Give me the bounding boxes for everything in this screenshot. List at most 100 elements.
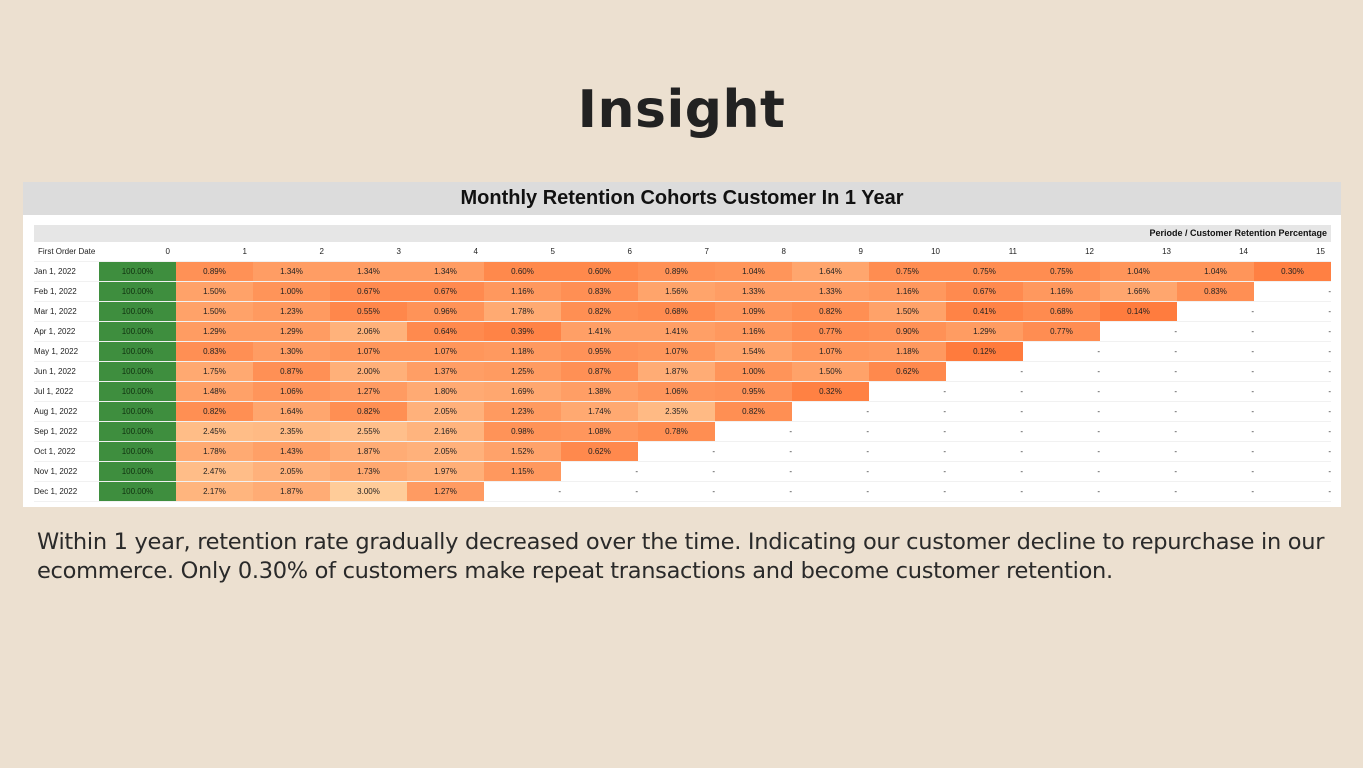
- heatmap-cell: 1.78%: [484, 301, 561, 322]
- heatmap-empty-cell: -: [1177, 381, 1254, 402]
- cohort-row-label: Jul 1, 2022: [34, 381, 99, 402]
- heatmap-cell: 1.38%: [561, 381, 638, 402]
- heatmap-empty-cell: -: [869, 381, 946, 402]
- heatmap-cell: 100.00%: [99, 381, 176, 402]
- heatmap-cell: 1.07%: [638, 341, 715, 362]
- heatmap-cell: 0.39%: [484, 321, 561, 342]
- heatmap-empty-cell: -: [1254, 441, 1331, 462]
- cohort-row: Jun 1, 2022 100.00% 1.75% 0.87% 2.00% 1.37% 1.…: [34, 361, 1331, 382]
- heatmap-empty-cell: -: [792, 441, 869, 462]
- insight-text: Within 1 year, retention rate gradually …: [37, 529, 1325, 584]
- heatmap-cell: 1.07%: [792, 341, 869, 362]
- heatmap-empty-cell: -: [946, 461, 1023, 482]
- heatmap-empty-cell: -: [1177, 401, 1254, 422]
- cohort-row-label: Jun 1, 2022: [34, 361, 99, 382]
- heatmap-cell: 1.37%: [407, 361, 484, 382]
- heatmap-empty-cell: -: [946, 481, 1023, 502]
- heatmap-cell: 2.05%: [407, 441, 484, 462]
- heatmap-cell: 0.77%: [792, 321, 869, 342]
- heatmap-cell: 3.00%: [330, 481, 407, 502]
- heatmap-cell: 2.06%: [330, 321, 407, 342]
- heatmap-empty-cell: -: [1254, 361, 1331, 382]
- cohort-row-label: Oct 1, 2022: [34, 441, 99, 462]
- heatmap-empty-cell: -: [792, 461, 869, 482]
- heatmap-empty-cell: -: [1100, 381, 1177, 402]
- heatmap-empty-cell: -: [869, 401, 946, 422]
- heatmap-cell: 100.00%: [99, 361, 176, 382]
- heatmap-cell: 1.80%: [407, 381, 484, 402]
- heatmap-cell: 2.05%: [253, 461, 330, 482]
- heatmap-cell: 1.08%: [561, 421, 638, 442]
- heatmap-cell: 1.06%: [253, 381, 330, 402]
- heatmap-cell: 2.16%: [407, 421, 484, 442]
- heatmap-empty-cell: -: [1100, 341, 1177, 362]
- cohort-row-label: Nov 1, 2022: [34, 461, 99, 482]
- heatmap-cell: 2.47%: [176, 461, 253, 482]
- heatmap-empty-cell: -: [946, 381, 1023, 402]
- column-header-1: 1: [176, 242, 253, 262]
- heatmap-empty-cell: -: [1023, 461, 1100, 482]
- heatmap-cell: 0.67%: [330, 281, 407, 302]
- column-header-0: 0: [99, 242, 176, 262]
- heatmap-cell: 1.30%: [253, 341, 330, 362]
- heatmap-cell: 100.00%: [99, 261, 176, 282]
- heatmap-cell: 100.00%: [99, 401, 176, 422]
- heatmap-cell: 1.34%: [253, 261, 330, 282]
- heatmap-cell: 100.00%: [99, 341, 176, 362]
- heatmap-cell: 0.41%: [946, 301, 1023, 322]
- heatmap-cell: 0.75%: [946, 261, 1023, 282]
- heatmap-cell: 0.64%: [407, 321, 484, 342]
- column-header-10: 10: [869, 242, 946, 262]
- chart-title: Monthly Retention Cohorts Customer In 1 …: [23, 182, 1341, 215]
- cohort-row-label: Feb 1, 2022: [34, 281, 99, 302]
- heatmap-cell: 0.30%: [1254, 261, 1331, 282]
- heatmap-empty-cell: -: [1177, 421, 1254, 442]
- heatmap-cell: 100.00%: [99, 281, 176, 302]
- column-header-7: 7: [638, 242, 715, 262]
- heatmap-cell: 1.50%: [176, 281, 253, 302]
- column-header-2: 2: [253, 242, 330, 262]
- column-header-6: 6: [561, 242, 638, 262]
- column-header-9: 9: [792, 242, 869, 262]
- heatmap-cell: 1.04%: [1100, 261, 1177, 282]
- heatmap-empty-cell: -: [715, 461, 792, 482]
- heatmap-empty-cell: -: [1100, 321, 1177, 342]
- heatmap-cell: 0.68%: [638, 301, 715, 322]
- heatmap-cell: 1.52%: [484, 441, 561, 462]
- heatmap-cell: 1.33%: [792, 281, 869, 302]
- heatmap-cell: 100.00%: [99, 441, 176, 462]
- heatmap-cell: 1.27%: [407, 481, 484, 502]
- heatmap-cell: 1.41%: [638, 321, 715, 342]
- heatmap-empty-cell: -: [1023, 361, 1100, 382]
- heatmap-empty-cell: -: [715, 481, 792, 502]
- heatmap-empty-cell: -: [946, 421, 1023, 442]
- heatmap-cell: 2.05%: [407, 401, 484, 422]
- heatmap-cell: 2.35%: [638, 401, 715, 422]
- column-header-row: First Order Date 0 1 2 3 4 5 6 7 8 9 10 11 12 13 14 15: [34, 242, 1331, 262]
- cohort-row: Dec 1, 2022 100.00% 2.17% 1.87% 3.00% 1.27% - -…: [34, 481, 1331, 502]
- heatmap-cell: 0.83%: [1177, 281, 1254, 302]
- heatmap-cell: 0.77%: [1023, 321, 1100, 342]
- heatmap-empty-cell: -: [869, 441, 946, 462]
- heatmap-empty-cell: -: [1100, 461, 1177, 482]
- heatmap-empty-cell: -: [1177, 321, 1254, 342]
- heatmap-empty-cell: -: [638, 481, 715, 502]
- heatmap-cell: 1.74%: [561, 401, 638, 422]
- heatmap-empty-cell: -: [1177, 481, 1254, 502]
- heatmap-cell: 1.56%: [638, 281, 715, 302]
- heatmap-cell: 1.07%: [330, 341, 407, 362]
- column-header-14: 14: [1177, 242, 1254, 262]
- heatmap-empty-cell: -: [715, 441, 792, 462]
- heatmap-cell: 0.82%: [561, 301, 638, 322]
- heatmap-cell: 0.60%: [561, 261, 638, 282]
- heatmap-cell: 0.95%: [715, 381, 792, 402]
- heatmap-empty-cell: -: [946, 401, 1023, 422]
- heatmap-empty-cell: -: [1023, 381, 1100, 402]
- heatmap-cell: 0.83%: [176, 341, 253, 362]
- heatmap-empty-cell: -: [1254, 421, 1331, 442]
- cohort-row: Aug 1, 2022 100.00% 0.82% 1.64% 0.82% 2.05% 1.…: [34, 401, 1331, 422]
- heatmap-empty-cell: -: [1177, 461, 1254, 482]
- heatmap-cell: 0.75%: [869, 261, 946, 282]
- cohort-row-label: Sep 1, 2022: [34, 421, 99, 442]
- heatmap-cell: 1.04%: [1177, 261, 1254, 282]
